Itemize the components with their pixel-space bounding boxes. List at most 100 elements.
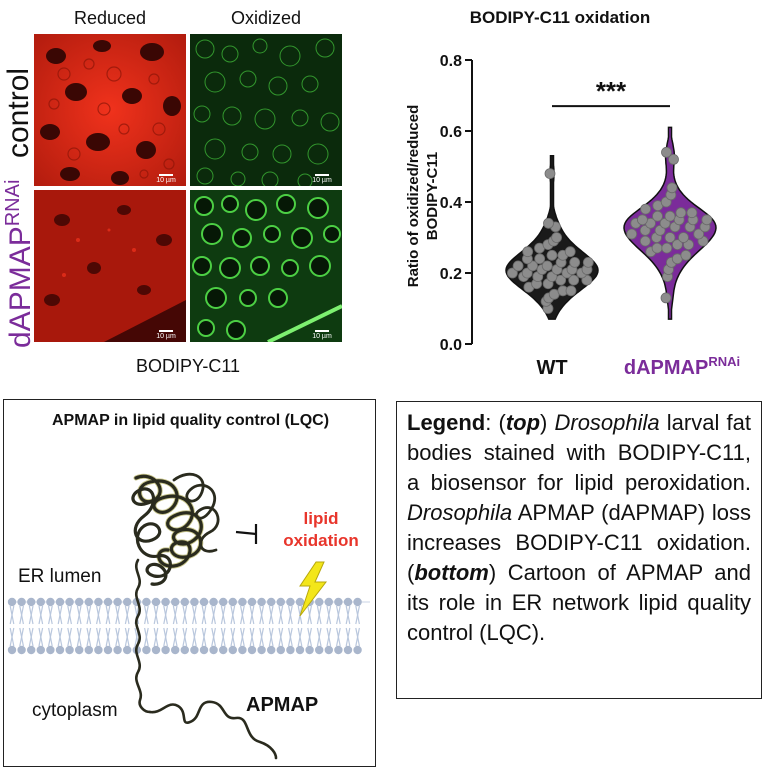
data-point	[680, 249, 692, 261]
scale-bar: 10 µm	[154, 174, 178, 184]
data-point	[661, 242, 673, 254]
data-point	[664, 232, 676, 243]
lipid-head	[324, 597, 333, 607]
data-point	[701, 214, 713, 226]
lipid-head	[315, 645, 324, 655]
data-point	[660, 292, 672, 304]
data-point	[661, 146, 672, 158]
data-point	[521, 267, 533, 279]
lipid-head	[305, 645, 314, 655]
scale-bar: 10 µm	[310, 174, 334, 184]
data-point	[551, 232, 562, 243]
lipid-head	[151, 597, 161, 607]
data-point	[666, 182, 678, 194]
lipid-tail	[240, 627, 245, 647]
lipid-tail	[345, 605, 351, 625]
lipid-tail	[28, 605, 34, 625]
lipid-tail	[278, 605, 284, 625]
lipid-head	[238, 597, 247, 607]
row-label-dapmap: dAPMAP	[4, 226, 37, 348]
lipid-tail	[297, 627, 303, 647]
lipid-head	[171, 597, 180, 607]
x-tick-label-wt: WT	[536, 357, 567, 379]
lipid-tail	[76, 605, 82, 625]
lipid-tail	[192, 605, 197, 625]
lipid-head	[123, 597, 132, 607]
lipid-head	[17, 645, 26, 655]
data-point	[639, 235, 651, 247]
lipid-head	[27, 645, 36, 655]
apmap-label: APMAP	[246, 694, 319, 716]
lipid-tail	[115, 605, 120, 625]
lipid-tail	[115, 627, 120, 647]
lipid-head	[219, 597, 228, 607]
lipid-tail	[201, 627, 207, 647]
lipid-tail	[67, 605, 72, 625]
legend-text-part: larval fat bodies stained with BODIPY-C1…	[407, 410, 751, 495]
lipid-head	[295, 597, 305, 607]
lipid-head	[84, 645, 94, 655]
data-point	[678, 232, 689, 243]
lipid-head	[75, 597, 84, 607]
microscopy-caption: BODIPY-C11	[135, 356, 241, 376]
lipid-head	[75, 645, 84, 655]
er-membrane	[7, 597, 370, 655]
lipid-tail	[307, 627, 312, 647]
lipid-head	[103, 645, 113, 655]
lipid-head	[295, 645, 305, 655]
lipid-tail	[124, 627, 130, 647]
y-axis-title-line1: Ratio of oxidized/reduced	[405, 104, 422, 288]
legend-bottom-label: bottom	[414, 560, 489, 585]
lipid-tail	[105, 605, 111, 625]
y-tick-label: 0.4	[440, 195, 462, 212]
cytoplasm-label: cytoplasm	[32, 700, 118, 721]
lipid-tail	[259, 627, 264, 647]
lipid-tail	[76, 627, 82, 647]
data-point	[675, 207, 687, 219]
lipid-head	[36, 645, 45, 655]
data-point	[544, 168, 556, 180]
legend-text-part: )	[540, 410, 555, 435]
lipid-head	[247, 597, 257, 607]
data-point	[569, 256, 581, 268]
row-label-rnai-superscript: RNAi	[2, 179, 24, 227]
legend-text: Legend: (top) Drosophila larval fat bodi…	[407, 408, 751, 648]
x-tick-label-dapmap: dAPMAPRNAi	[624, 354, 740, 379]
lipid-tail	[144, 627, 149, 647]
lipid-tail	[220, 605, 226, 625]
violin-chart: 0.0 0.2 0.4 0.6 0.8 *** WT dAPMAPRNAi	[440, 53, 740, 379]
legend-text-part: ) Cartoon of APMAP and its role in ER ne…	[407, 560, 751, 645]
lipid-head	[7, 645, 17, 655]
lipid-head	[27, 597, 36, 607]
inhibition-symbol	[235, 524, 258, 544]
lipid-head	[190, 597, 199, 607]
lipid-tail	[182, 605, 188, 625]
lipid-oxidation-label: lipid oxidation	[271, 508, 371, 552]
lipid-tail	[278, 627, 284, 647]
lipid-head	[238, 645, 247, 655]
lipid-head	[113, 597, 122, 607]
significance-stars: ***	[596, 76, 627, 106]
lipid-tail	[153, 627, 159, 647]
data-point	[664, 210, 676, 222]
lipid-tail	[163, 627, 168, 647]
lipid-tail	[57, 627, 63, 647]
lipid-tail	[220, 627, 226, 647]
data-point	[568, 274, 580, 286]
column-header-reduced: Reduced	[73, 8, 147, 28]
lipid-head	[17, 597, 26, 607]
oxidation-label: oxidation	[283, 531, 359, 550]
lipid-tail	[268, 605, 274, 625]
lipid-head	[161, 645, 170, 655]
lipid-tail	[268, 627, 274, 647]
row-label-dapmap-rnai: dAPMAPRNAi	[2, 180, 38, 348]
lipid-tail	[86, 605, 92, 625]
x-tick-label-superscript: RNAi	[708, 354, 740, 369]
lipid-tail	[86, 627, 92, 647]
lipid-tail	[240, 605, 245, 625]
lipid-tail	[124, 605, 130, 625]
lipid-head	[343, 597, 353, 607]
cartoon-title: APMAP in lipid quality control (LQC)	[51, 412, 330, 429]
y-tick-label: 0.6	[440, 124, 462, 141]
lipid-head	[199, 645, 209, 655]
